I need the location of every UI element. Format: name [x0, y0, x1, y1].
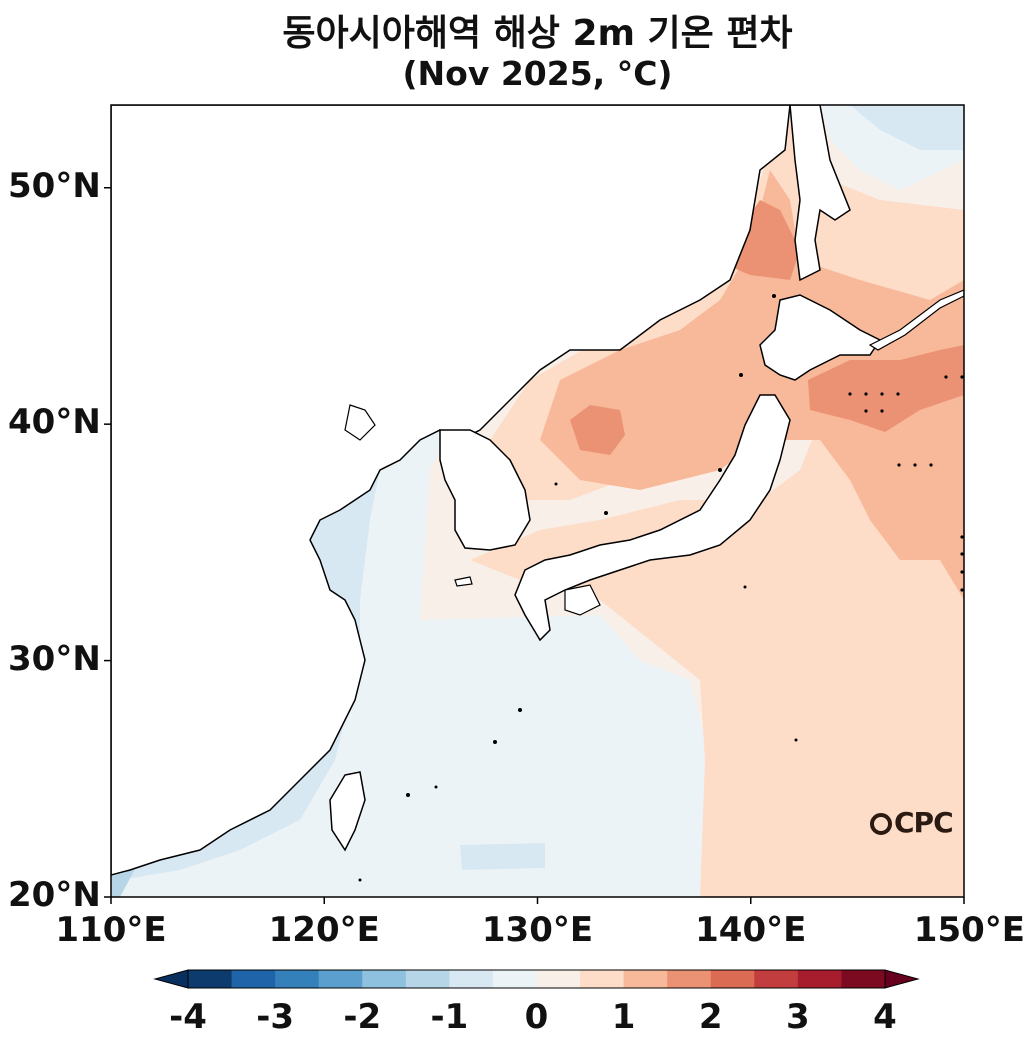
colorbar-swatch: [797, 970, 842, 988]
lat-tick-label: 50°N: [8, 165, 101, 206]
colorbar-swatch: [754, 970, 799, 988]
colorbar-swatch: [449, 970, 494, 988]
colorbar-tick-label: 2: [698, 997, 723, 1037]
colorbar-swatch: [667, 970, 712, 988]
land-shikoku: [564, 584, 601, 616]
colorbar-swatch: [841, 970, 886, 988]
significance-dots: [848, 375, 964, 592]
anomaly-zone-hot-2: [570, 405, 625, 455]
anomaly-zone-warmer: [540, 170, 964, 630]
land-honshu: [514, 394, 791, 642]
colorbar-tick-label: -4: [169, 997, 207, 1037]
land-sakhalin: [789, 105, 851, 282]
colorbar-swatch: [580, 970, 625, 988]
logo-text: CPC: [894, 806, 954, 839]
colorbar-swatch: [275, 970, 320, 988]
lon-ticks: [110, 897, 965, 904]
map-title: 동아시아해역 해상 2m 기온 편차: [282, 13, 793, 54]
colorbar-tick-label: -1: [430, 997, 469, 1037]
lat-ticks: [104, 186, 111, 898]
lon-tick-label: 130°E: [481, 910, 594, 950]
land-hokkaido: [759, 294, 882, 381]
colorbar-outline: [187, 969, 886, 989]
colorbar-tick-label: -3: [256, 997, 295, 1037]
colorbar-swatch: [492, 970, 537, 988]
colorbar-extend-low: [153, 969, 189, 989]
colorbar-extend-high: [884, 969, 920, 989]
lon-tick-label: 140°E: [695, 910, 807, 950]
anomaly-field: [111, 105, 964, 897]
map-subtitle: (Nov 2025, °C): [402, 54, 673, 93]
colorbar-swatch: [710, 970, 755, 988]
anomaly-zone-hot-3: [808, 345, 964, 432]
colorbar-tick-label: 4: [873, 997, 897, 1037]
colorbar: [153, 969, 920, 989]
land-liaodong: [344, 404, 376, 441]
logo-ring-icon: [870, 813, 892, 835]
lat-tick-label: 40°N: [8, 402, 101, 443]
colorbar-tick-label: 0: [524, 997, 549, 1037]
colorbar-swatch: [231, 970, 276, 988]
lon-tick-label: 110°E: [55, 910, 167, 950]
colorbar-swatch: [623, 970, 668, 988]
land-taiwan: [329, 771, 366, 852]
anomaly-zone-warm-se: [764, 560, 964, 700]
colorbar-tick-label: -2: [343, 997, 382, 1037]
land-china-korea: [111, 105, 791, 876]
land-kurils: [868, 289, 964, 351]
anomaly-zone-cold-patch: [460, 843, 545, 870]
cpc-logo: CPC: [870, 806, 954, 839]
lon-tick-label: 120°E: [268, 910, 380, 950]
anomaly-zone-cold-ne: [850, 105, 964, 150]
colorbar-swatch: [318, 970, 363, 988]
land-jeju: [454, 576, 473, 587]
colorbar-tick-label: 1: [611, 997, 636, 1037]
colorbar-swatch: [362, 970, 407, 988]
lat-tick-label: 30°N: [8, 638, 101, 679]
colorbar-swatch: [536, 970, 581, 988]
anomaly-zone-warm: [470, 380, 964, 897]
land-small-islands: [358, 294, 798, 882]
colorbar-tick-label: 3: [786, 997, 810, 1037]
colorbar-swatch: [188, 970, 233, 988]
lat-tick-label: 20°N: [8, 875, 101, 915]
land-korea: [439, 429, 531, 551]
lon-tick-label: 150°E: [913, 910, 1025, 950]
colorbar-swatch: [405, 970, 450, 988]
